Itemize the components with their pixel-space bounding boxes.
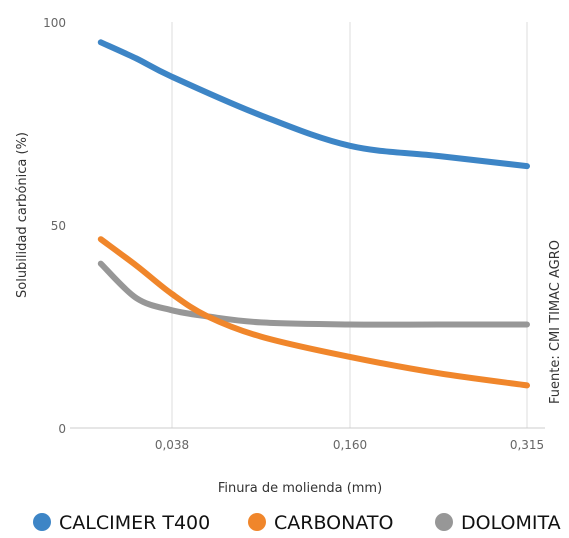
grid-lines — [172, 22, 527, 428]
legend-marker-carbonato — [248, 513, 266, 531]
series-line-dolomita — [101, 264, 527, 325]
x-tick-label: 0,038 — [155, 438, 189, 452]
x-axis-title: Finura de molienda (mm) — [218, 481, 382, 496]
x-tick-label: 0,160 — [333, 438, 367, 452]
legend-label-carbonato: CARBONATO — [274, 512, 393, 534]
legend-marker-calcimer-t400 — [33, 513, 51, 531]
legend-label-dolomita: DOLOMITA — [461, 512, 561, 534]
series-line-carbonato — [101, 239, 527, 385]
y-tick-label: 100 — [43, 16, 66, 30]
series-line-calcimer-t400 — [101, 42, 527, 166]
y-tick-label: 0 — [58, 422, 66, 436]
series-lines — [101, 42, 527, 385]
x-tick-labels: 0,038 0,160 0,315 — [155, 438, 544, 452]
legend-label-calcimer-t400: CALCIMER T400 — [59, 512, 210, 534]
legend: CALCIMER T400 CARBONATO DOLOMITA — [33, 512, 561, 534]
y-tick-labels: 0 50 100 — [43, 16, 66, 436]
y-tick-label: 50 — [51, 219, 66, 233]
x-tick-label: 0,315 — [510, 438, 544, 452]
source-note: Fuente: CMI TIMAC AGRO — [548, 240, 563, 404]
y-axis-title: Solubilidad carbónica (%) — [15, 132, 30, 298]
legend-marker-dolomita — [435, 513, 453, 531]
